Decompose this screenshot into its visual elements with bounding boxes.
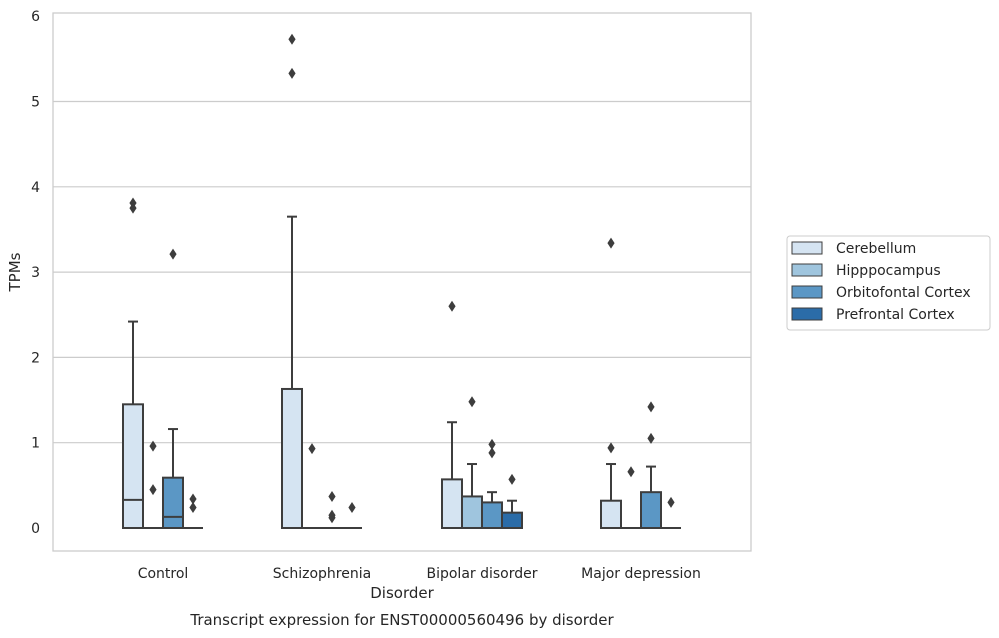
outlier-point	[488, 447, 496, 459]
box-iqr	[481, 501, 503, 530]
outlier-point	[488, 438, 496, 450]
outlier-point	[348, 502, 356, 514]
box-3-4	[640, 401, 662, 530]
box-iqr	[122, 403, 144, 529]
legend-label: Prefrontal Cortex	[836, 307, 955, 323]
outlier-point	[129, 197, 137, 209]
y-tick-label: 5	[31, 95, 40, 111]
y-tick-label: 1	[31, 436, 40, 452]
legend-swatch	[791, 241, 823, 255]
outlier-point	[328, 509, 336, 521]
box-iqr	[162, 476, 184, 530]
box-iqr	[461, 495, 483, 529]
x-tick-label: Major depression	[581, 566, 701, 582]
box-2-3	[461, 396, 483, 529]
outlier-point	[647, 401, 655, 413]
y-tick-label: 6	[31, 9, 40, 25]
legend-label: Hipppocampus	[836, 263, 941, 279]
boxes	[122, 33, 681, 530]
gridlines	[53, 100, 751, 444]
y-tick-label: 4	[31, 180, 40, 196]
legend-swatch	[791, 263, 823, 277]
outlier-point	[288, 67, 296, 79]
y-tick-label: 2	[31, 350, 40, 366]
legend-label: Orbitofontal Cortex	[836, 285, 971, 301]
x-tick-label: Schizophrenia	[273, 566, 371, 582]
outlier-point	[288, 33, 296, 45]
box-2-4	[621, 466, 641, 529]
box-1-1	[122, 197, 144, 529]
outlier-point	[647, 432, 655, 444]
x-tick-labels: Control Schizophrenia Bipolar disorder Majo…	[138, 566, 701, 582]
outlier-point	[667, 496, 675, 508]
legend: Cerebellum Hipppocampus Orbitofontal Corte…	[786, 235, 991, 331]
x-tick-label: Control	[138, 566, 189, 582]
legend-label: Cerebellum	[836, 241, 916, 257]
outlier-point	[508, 473, 516, 485]
outlier-point	[607, 442, 615, 454]
outlier-point	[607, 237, 615, 249]
outlier-point	[468, 396, 476, 408]
box-2-1	[143, 440, 163, 529]
chart-title: Transcript expression for ENST0000056049…	[189, 611, 614, 629]
box-3-1	[162, 248, 184, 530]
outlier-point	[627, 466, 635, 478]
box-2-2	[302, 443, 322, 529]
box-iqr	[600, 499, 622, 530]
outlier-point	[149, 440, 157, 452]
box-iqr	[281, 387, 303, 529]
box-1-4	[600, 237, 622, 530]
y-axis-label: TPMs	[6, 252, 24, 292]
box-iqr	[501, 511, 523, 529]
legend-swatch	[791, 307, 823, 321]
box-iqr	[640, 491, 662, 530]
legend-swatch	[791, 285, 823, 299]
legend-frame	[786, 235, 991, 331]
y-tick-label: 3	[31, 265, 40, 281]
x-tick-label: Bipolar disorder	[426, 566, 537, 582]
outlier-point	[149, 484, 157, 496]
box-4-1	[183, 493, 203, 529]
box-iqr	[441, 478, 463, 529]
y-tick-labels: 0 1 2 3 4 5 6	[31, 9, 40, 537]
y-tick-label: 0	[31, 521, 40, 537]
outlier-point	[328, 490, 336, 502]
box-3-3	[481, 438, 503, 530]
box-1-2	[281, 33, 303, 529]
outlier-point	[448, 300, 456, 312]
outlier-point	[169, 248, 177, 260]
outlier-point	[308, 443, 316, 455]
outlier-point	[189, 502, 197, 514]
outlier-point	[189, 493, 197, 505]
box-4-2	[342, 502, 362, 529]
x-axis-label: Disorder	[370, 584, 434, 602]
plot-frame	[52, 12, 752, 552]
box-1-3	[441, 300, 463, 529]
box-4-4	[661, 496, 681, 529]
box-4-3	[501, 473, 523, 529]
box-3-2	[322, 490, 342, 529]
